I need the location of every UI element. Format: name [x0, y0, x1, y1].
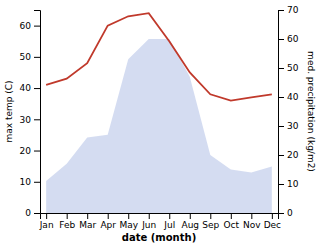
- x-tick-mark: [190, 213, 191, 219]
- y2-tick: 40: [278, 92, 299, 102]
- y2-tick-label: 30: [287, 121, 299, 131]
- y-tick: 0: [25, 208, 40, 218]
- y2-tick: 60: [278, 34, 299, 44]
- y-tick: 40: [20, 83, 40, 93]
- y-tick-mark: [34, 26, 40, 27]
- y2-tick: 30: [278, 121, 299, 131]
- x-tick-mark: [128, 213, 129, 219]
- marks: [46, 13, 272, 213]
- y2-tick-label: 40: [287, 92, 299, 102]
- x-tick-label: Nov: [243, 220, 261, 230]
- chart: Jan Feb Mar AprMayJun Jul AugSep OctNovDec 0 10 2…: [0, 0, 318, 247]
- y-tick-label: 50: [20, 52, 32, 62]
- x-tick: Aug: [181, 213, 199, 230]
- x-tick-mark: [210, 213, 211, 219]
- y-axis-line: [34, 11, 41, 214]
- y2-tick-label: 70: [287, 5, 299, 15]
- y-tick-mark: [34, 182, 40, 183]
- y-tick: 20: [20, 146, 40, 156]
- x-tick-mark: [67, 213, 68, 219]
- x-tick-mark: [87, 213, 88, 219]
- y-tick: 30: [20, 115, 40, 125]
- x-tick: Oct: [224, 213, 240, 230]
- x-tick-label: May: [119, 220, 138, 230]
- x-tick-mark: [272, 213, 273, 219]
- y2-tick-label: 0: [287, 208, 293, 218]
- x-tick-label: Apr: [100, 220, 116, 230]
- y2-axis: 0 10 20 30 40 50 60 70: [278, 5, 299, 218]
- y-tick-label: 30: [20, 115, 32, 125]
- x-axis-line: [41, 214, 279, 220]
- y-axis: 0 10 20 30 40 50 60: [20, 11, 41, 219]
- x-tick-mark: [169, 213, 170, 219]
- y2-tick-mark: [278, 97, 284, 98]
- temperature-line: [46, 13, 272, 100]
- x-tick-label: Dec: [264, 220, 281, 230]
- y2-tick: 50: [278, 63, 299, 73]
- y2-axis-line: [279, 11, 285, 214]
- y-tick-label: 20: [20, 146, 32, 156]
- y-tick: 60: [20, 21, 40, 31]
- x-tick-label: Mar: [79, 220, 96, 230]
- y2-tick: 0: [278, 208, 293, 218]
- y-tick-label: 10: [20, 177, 32, 187]
- x-tick: Jul: [163, 213, 175, 230]
- precipitation-area: [46, 39, 272, 213]
- x-tick-label: Feb: [59, 220, 75, 230]
- plot: Jan Feb Mar AprMayJun Jul AugSep OctNovDec 0 10 2…: [4, 5, 316, 243]
- x-tick: Feb: [59, 213, 75, 230]
- x-tick-label: Sep: [202, 220, 219, 230]
- x-tick: May: [119, 213, 138, 230]
- y2-tick-mark: [278, 155, 284, 156]
- y-tick-label: 40: [20, 83, 32, 93]
- y2-tick: 20: [278, 150, 299, 160]
- x-tick-label: Jul: [163, 220, 175, 230]
- x-tick-label: Jan: [39, 220, 54, 230]
- x-tick-label: Jun: [141, 220, 156, 230]
- x-tick: Jan: [39, 213, 54, 230]
- x-tick-mark: [108, 213, 109, 219]
- y-tick-label: 0: [25, 208, 31, 218]
- y2-tick-mark: [278, 68, 284, 69]
- y-tick: 10: [20, 177, 40, 187]
- x-tick-mark: [251, 213, 252, 219]
- y-tick-label: 60: [20, 21, 32, 31]
- y-tick-mark: [34, 88, 40, 89]
- x-tick-mark: [231, 213, 232, 219]
- x-tick-mark: [149, 213, 150, 219]
- x-tick: Mar: [79, 213, 96, 230]
- y-tick: 50: [20, 52, 40, 62]
- y2-tick: 70: [278, 5, 299, 15]
- y-tick-mark: [34, 213, 40, 214]
- y2-tick-label: 10: [287, 179, 299, 189]
- y2-tick-mark: [278, 184, 284, 185]
- y-tick-mark: [34, 119, 40, 120]
- y2-tick-label: 50: [287, 63, 299, 73]
- y2-tick-mark: [278, 213, 284, 214]
- x-axis-title: date (month): [122, 232, 196, 243]
- y-tick-mark: [34, 151, 40, 152]
- y2-axis-title: med. precipitation (kg/m2): [306, 51, 316, 172]
- x-tick: Apr: [100, 213, 116, 230]
- x-tick: Jun: [141, 213, 156, 230]
- x-axis: Jan Feb Mar AprMayJun Jul AugSep OctNovDec: [39, 213, 281, 230]
- x-tick-label: Oct: [224, 220, 240, 230]
- y2-tick-mark: [278, 10, 284, 11]
- y-axis-title: max temp (C): [4, 80, 14, 142]
- y2-tick: 10: [278, 179, 299, 189]
- x-tick-mark: [46, 213, 47, 219]
- y-tick-mark: [34, 57, 40, 58]
- y2-tick-mark: [278, 39, 284, 40]
- x-tick: Nov: [243, 213, 261, 230]
- x-tick-label: Aug: [181, 220, 199, 230]
- y2-tick-mark: [278, 126, 284, 127]
- x-tick: Dec: [264, 213, 281, 230]
- y2-tick-label: 20: [287, 150, 299, 160]
- y2-tick-label: 60: [287, 34, 299, 44]
- x-tick: Sep: [202, 213, 219, 230]
